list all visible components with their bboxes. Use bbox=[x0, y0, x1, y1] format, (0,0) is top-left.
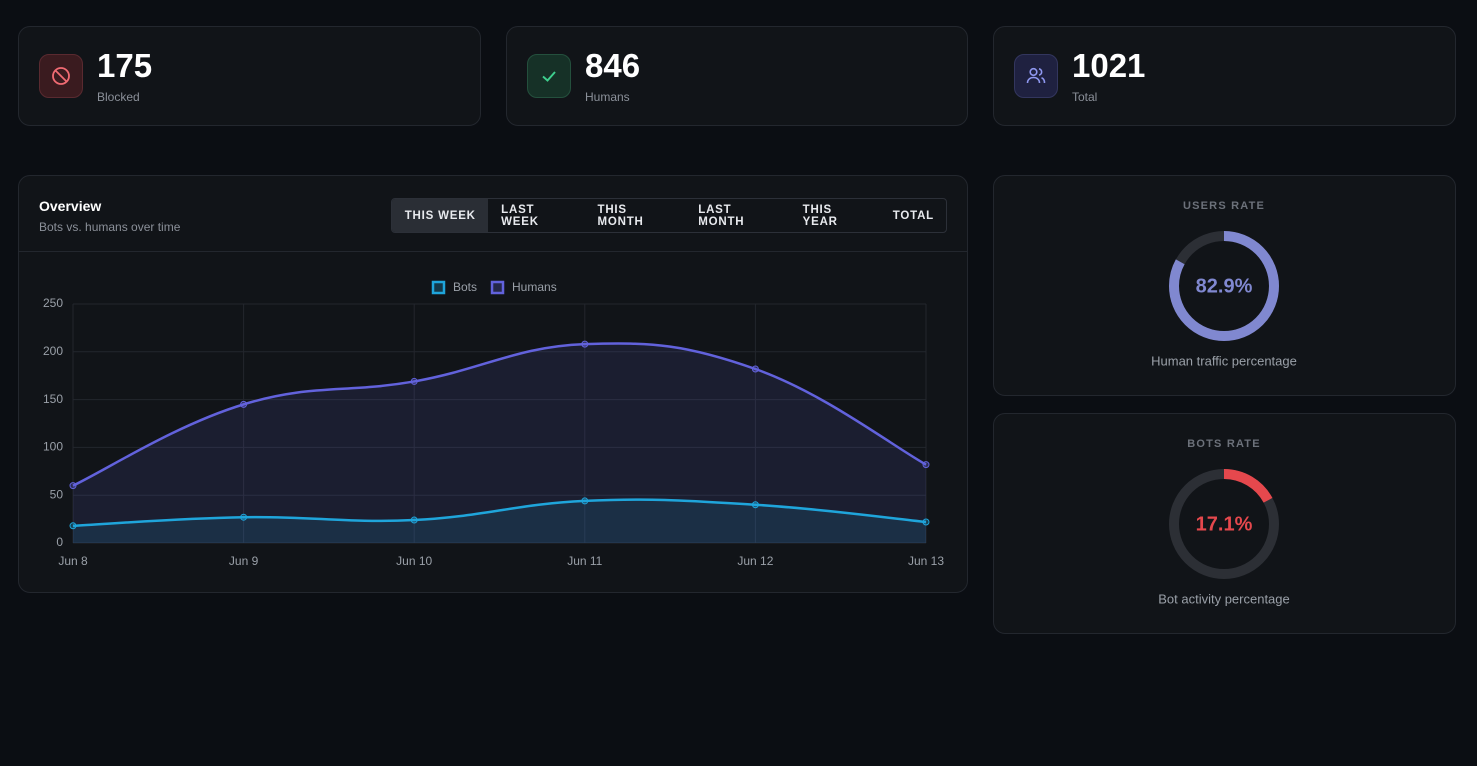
rate-value: 17.1% bbox=[1196, 513, 1253, 535]
stat-label: Total bbox=[1072, 90, 1098, 104]
tab[interactable]: THIS MONTH bbox=[597, 203, 644, 228]
rate-caption: Bot activity percentage bbox=[1158, 591, 1290, 606]
stat-value: 175 bbox=[97, 47, 153, 84]
total-icon bbox=[1014, 54, 1058, 98]
y-tick-label: 0 bbox=[56, 535, 63, 549]
point bbox=[410, 377, 418, 385]
overview-card: Overview Bots vs. humans over time THIS … bbox=[18, 175, 968, 593]
point bbox=[751, 365, 759, 373]
point bbox=[240, 400, 248, 408]
donut-arc bbox=[1169, 469, 1279, 579]
y-tick-label: 250 bbox=[43, 296, 63, 310]
donut-arc bbox=[1169, 231, 1279, 341]
rate-value: 82.9% bbox=[1196, 275, 1253, 297]
point bbox=[922, 518, 930, 526]
rate-title: BOTS RATE bbox=[1187, 438, 1261, 450]
x-tick-label: Jun 9 bbox=[229, 554, 259, 568]
series-area bbox=[73, 499, 926, 543]
y-tick-label: 50 bbox=[50, 487, 64, 501]
blocked-icon bbox=[39, 54, 83, 98]
y-tick-label: 150 bbox=[43, 392, 63, 406]
rate-caption: Human traffic percentage bbox=[1151, 353, 1297, 368]
point bbox=[922, 461, 930, 469]
humans-icon bbox=[527, 54, 571, 98]
stat-label: Blocked bbox=[97, 90, 140, 104]
tab[interactable]: THIS WEEK bbox=[392, 199, 489, 232]
donut-chart: BOTS RATE 17.1% Bot activity percentage bbox=[1158, 438, 1290, 607]
stat-card: 846 Humans bbox=[506, 26, 968, 126]
series-line bbox=[72, 498, 927, 528]
point bbox=[240, 513, 248, 521]
stat-card: 175 Blocked bbox=[18, 26, 481, 126]
donut-chart: USERS RATE 82.9% Human traffic percentage bbox=[1151, 200, 1297, 369]
stat-value: 1021 bbox=[1072, 47, 1146, 84]
point bbox=[69, 482, 77, 490]
point bbox=[751, 501, 759, 509]
x-tick-label: Jun 8 bbox=[58, 554, 88, 568]
legend-label: Humans bbox=[512, 280, 557, 294]
x-tick-label: Jun 11 bbox=[567, 554, 602, 568]
point bbox=[581, 340, 589, 348]
rate-card: USERS RATE 82.9% Human traffic percentage bbox=[993, 175, 1456, 396]
tab[interactable]: TOTAL bbox=[892, 209, 934, 222]
legend-swatch bbox=[490, 280, 505, 295]
stat-card: 1021 Total bbox=[993, 26, 1456, 126]
tab-bar: THIS WEEK LAST WEEK THIS MONTH LAST MONTH TH… bbox=[391, 198, 947, 233]
legend-swatch bbox=[431, 280, 446, 295]
point bbox=[69, 522, 77, 530]
legend-label: Bots bbox=[453, 280, 477, 294]
rate-card: BOTS RATE 17.1% Bot activity percentage bbox=[993, 413, 1456, 634]
x-tick-label: Jun 10 bbox=[396, 554, 432, 568]
y-tick-label: 200 bbox=[43, 344, 63, 358]
series-area bbox=[73, 343, 926, 543]
series-line bbox=[72, 342, 927, 487]
tab[interactable]: LAST MONTH bbox=[698, 203, 745, 228]
y-tick-label: 100 bbox=[43, 440, 63, 454]
stat-value: 846 bbox=[585, 47, 641, 84]
rate-title: USERS RATE bbox=[1183, 200, 1265, 212]
chart: 0 50 100 150 200 250 Jun 8 Jun 9 Jun 10 Jun 11 Jun… bbox=[43, 280, 944, 568]
point bbox=[581, 497, 589, 505]
tab[interactable]: THIS YEAR bbox=[802, 203, 838, 228]
chart-subtitle: Bots vs. humans over time bbox=[39, 220, 181, 234]
x-tick-label: Jun 12 bbox=[737, 554, 773, 568]
chart-title: Overview bbox=[39, 198, 102, 214]
tab[interactable]: LAST WEEK bbox=[501, 203, 539, 228]
stat-label: Humans bbox=[585, 90, 630, 104]
point bbox=[410, 516, 418, 524]
x-tick-label: Jun 13 bbox=[908, 554, 944, 568]
divider bbox=[19, 251, 967, 252]
